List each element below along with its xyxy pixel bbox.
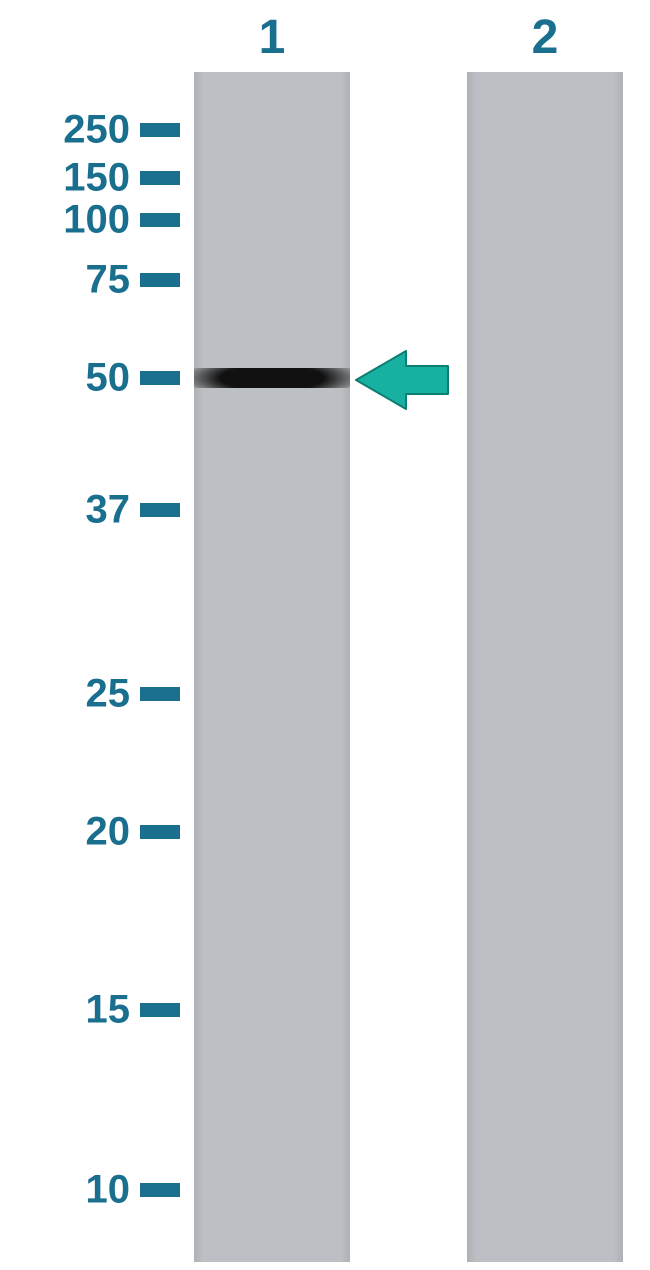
- lane-header-2: 2: [532, 10, 559, 65]
- ladder-label-150: 150: [63, 156, 130, 201]
- ladder-label-75: 75: [86, 258, 131, 303]
- ladder-tick-25: [140, 687, 180, 701]
- ladder-label-25: 25: [86, 672, 131, 717]
- ladder-tick-150: [140, 171, 180, 185]
- lane-1: [194, 72, 350, 1262]
- lane-2: [467, 72, 623, 1262]
- ladder-label-15: 15: [86, 988, 131, 1033]
- ladder-label-250: 250: [63, 108, 130, 153]
- ladder-label-37: 37: [86, 488, 131, 533]
- ladder-label-100: 100: [63, 198, 130, 243]
- lane-header-1: 1: [259, 10, 286, 65]
- ladder-tick-50: [140, 371, 180, 385]
- ladder-tick-15: [140, 1003, 180, 1017]
- ladder-tick-250: [140, 123, 180, 137]
- ladder-tick-37: [140, 503, 180, 517]
- ladder-label-20: 20: [86, 810, 131, 855]
- ladder-tick-100: [140, 213, 180, 227]
- ladder-tick-10: [140, 1183, 180, 1197]
- target-band: [194, 368, 350, 388]
- ladder-label-50: 50: [86, 356, 131, 401]
- ladder-tick-20: [140, 825, 180, 839]
- ladder-tick-75: [140, 273, 180, 287]
- western-blot-figure: 1 2 250150100 75 50 37 25 20 15 10: [0, 0, 650, 1270]
- ladder-label-10: 10: [86, 1168, 131, 1213]
- band-indicator-arrow-icon: [354, 347, 454, 413]
